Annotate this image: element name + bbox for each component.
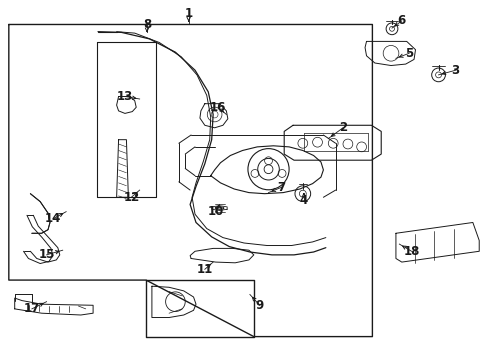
Text: 17: 17	[24, 302, 40, 315]
Text: 1: 1	[185, 7, 193, 20]
Text: 7: 7	[278, 181, 286, 194]
Text: 4: 4	[300, 194, 308, 207]
Text: 2: 2	[339, 121, 347, 134]
Text: 9: 9	[256, 299, 264, 312]
Text: 15: 15	[38, 248, 55, 261]
Text: 10: 10	[207, 205, 224, 218]
Text: 3: 3	[452, 64, 460, 77]
Text: 16: 16	[210, 101, 226, 114]
Text: 12: 12	[123, 191, 140, 204]
Text: 14: 14	[45, 212, 61, 225]
Text: 8: 8	[143, 18, 151, 31]
Text: 11: 11	[196, 263, 213, 276]
Text: 13: 13	[117, 90, 133, 103]
Text: 5: 5	[405, 47, 413, 60]
Text: 6: 6	[398, 14, 406, 27]
Text: 18: 18	[403, 245, 420, 258]
